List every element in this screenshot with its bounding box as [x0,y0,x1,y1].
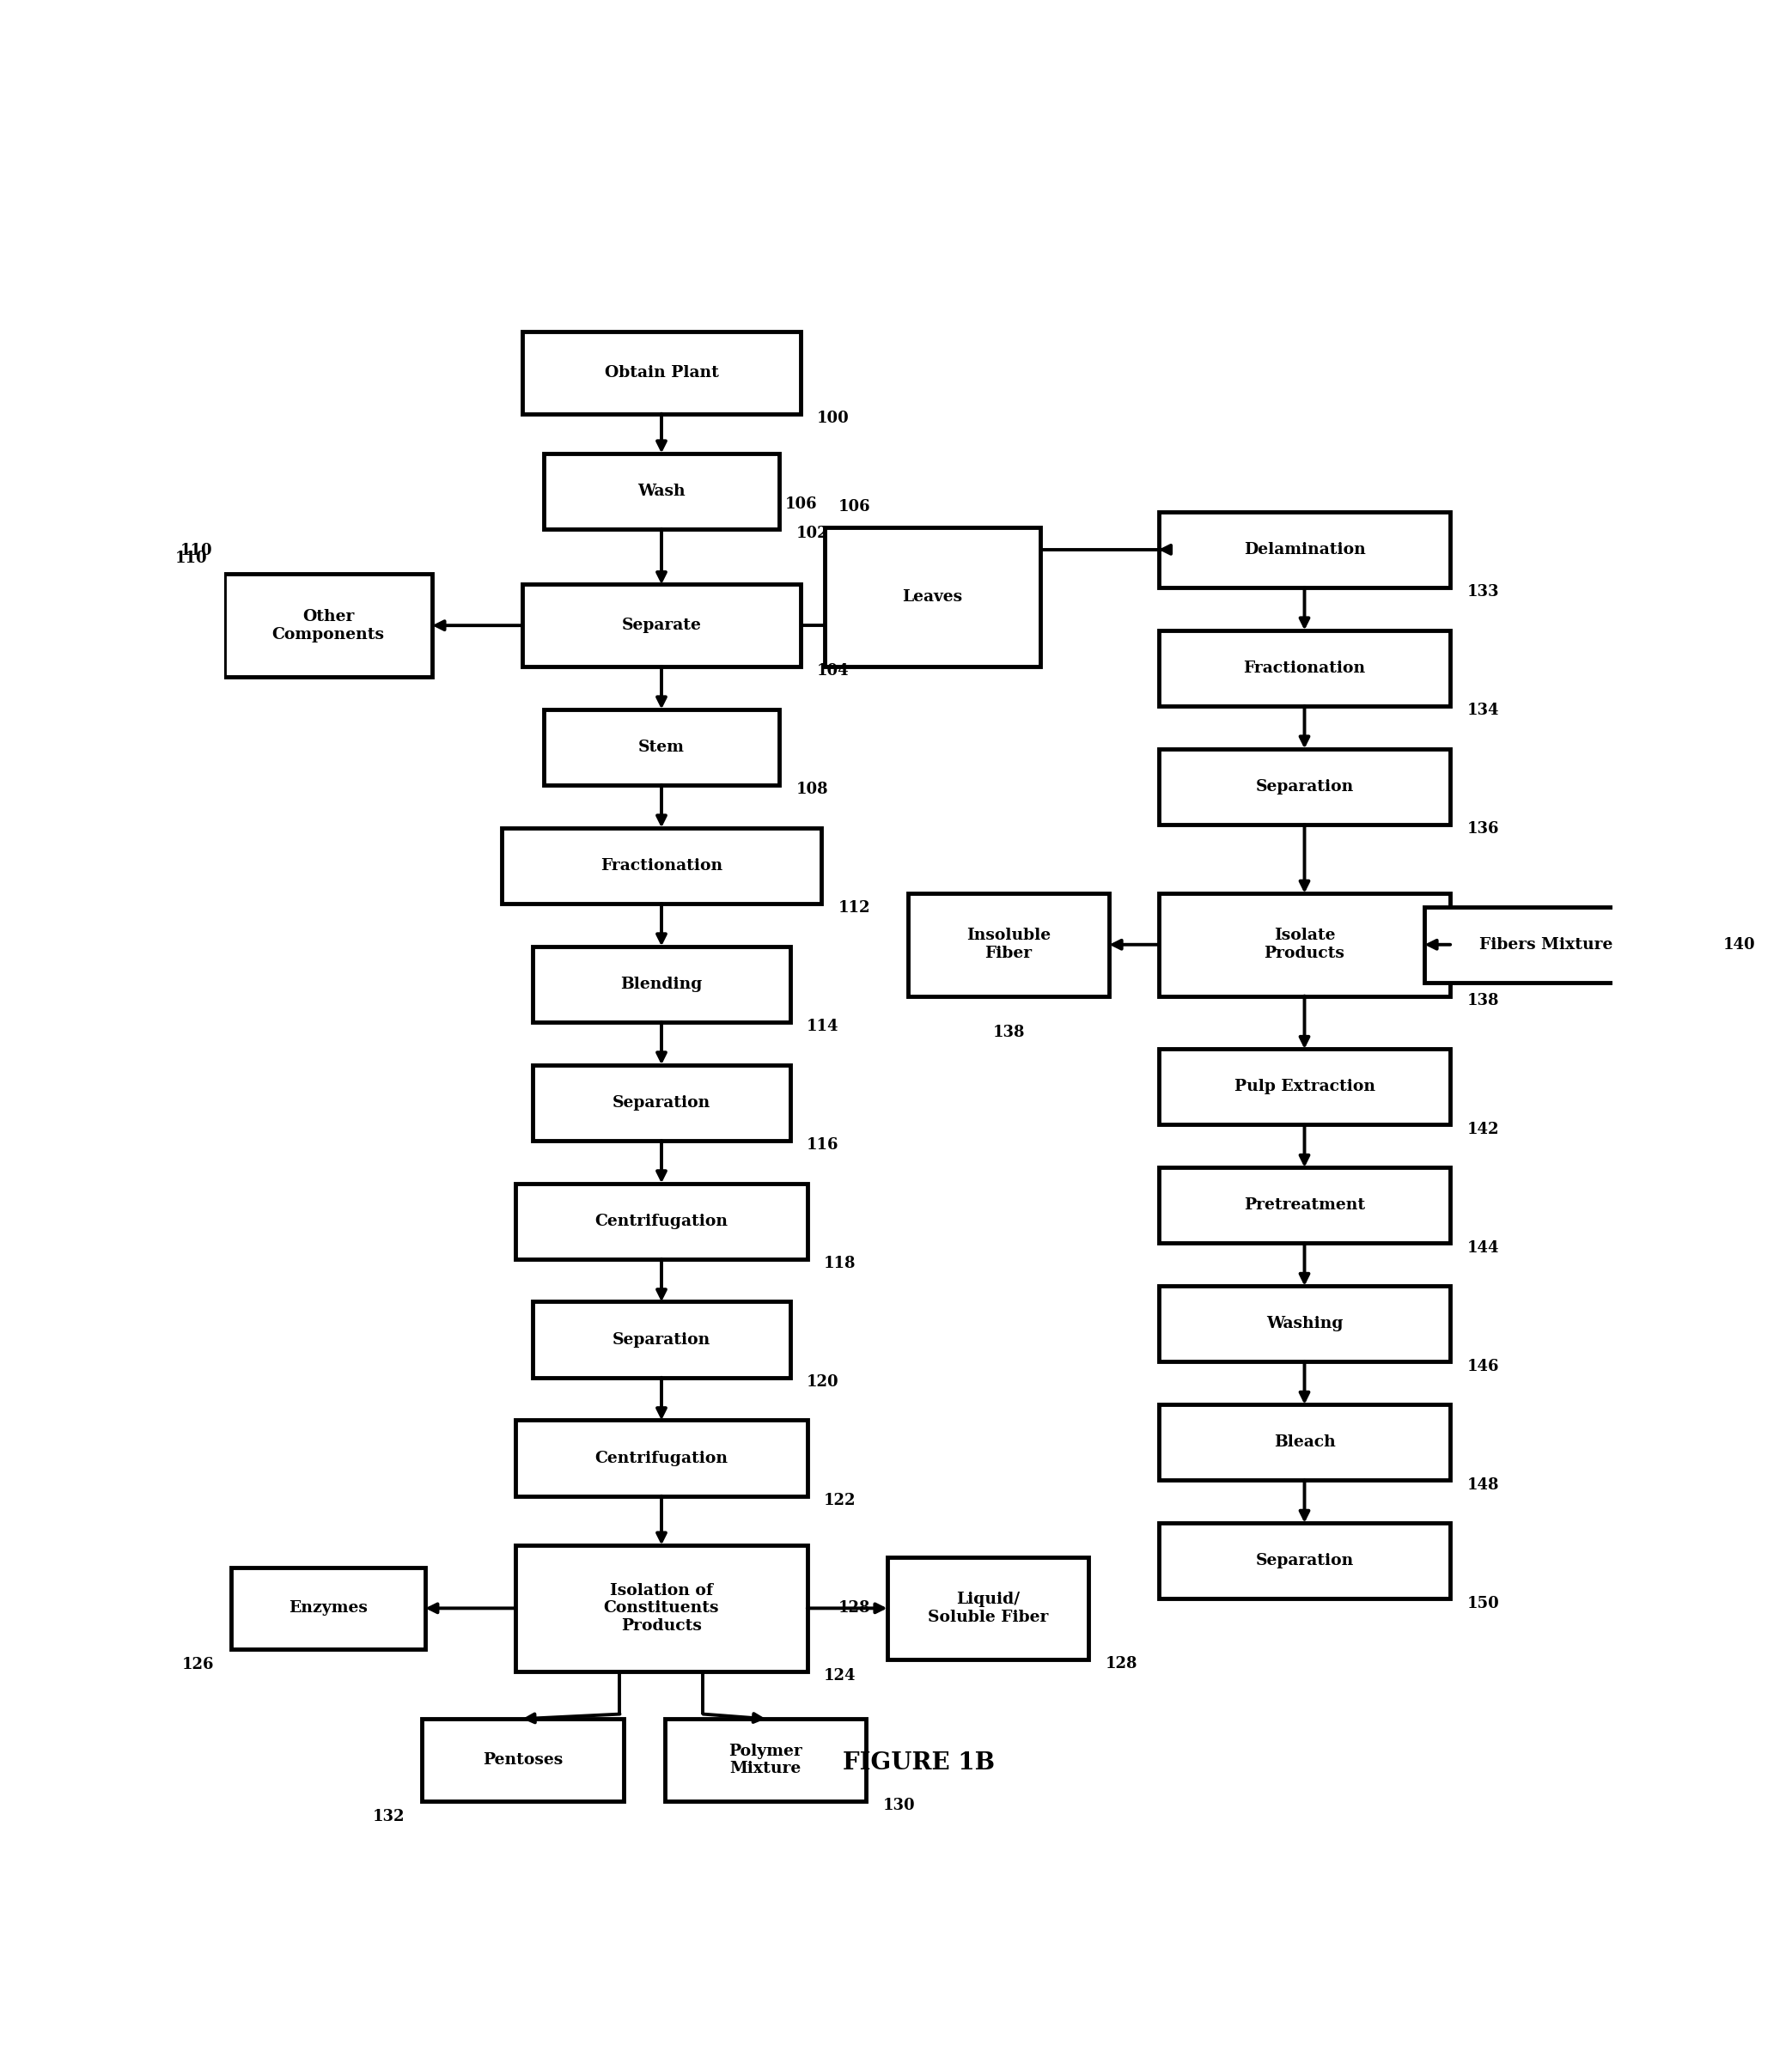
Text: 148: 148 [1468,1477,1500,1492]
Bar [516,1420,806,1496]
Text: 106: 106 [785,497,817,511]
Text: Blending: Blending [620,977,702,991]
Text: Pentoses: Pentoses [482,1752,563,1767]
Text: 104: 104 [817,663,849,679]
Text: Wash: Wash [638,484,685,499]
Bar [523,585,801,667]
Bar [1159,1168,1450,1244]
Text: Separation: Separation [1256,1553,1353,1568]
Text: 126: 126 [183,1658,215,1672]
Bar [1159,749,1450,825]
Text: 120: 120 [806,1375,839,1389]
Bar [1159,511,1450,587]
Text: 132: 132 [373,1810,405,1824]
Text: Separation: Separation [613,1096,711,1110]
Bar [224,575,432,677]
Text: Other
Components: Other Components [272,609,385,642]
Bar [1159,1523,1450,1599]
Bar [231,1568,425,1650]
Text: 124: 124 [824,1668,857,1685]
Text: Isolation of
Constituents
Products: Isolation of Constituents Products [604,1582,719,1633]
Text: 142: 142 [1468,1122,1500,1137]
Bar [1159,1287,1450,1363]
Text: Isolate
Products: Isolate Products [1263,928,1344,960]
Text: 128: 128 [839,1601,871,1617]
Text: Fractionation: Fractionation [1244,661,1366,675]
Text: 110: 110 [176,550,208,566]
Text: 134: 134 [1468,704,1500,718]
Text: 106: 106 [839,499,871,515]
Text: Leaves: Leaves [901,589,962,605]
Text: FIGURE 1B: FIGURE 1B [842,1752,995,1775]
Text: Fibers Mixture: Fibers Mixture [1480,938,1613,952]
Text: 116: 116 [806,1137,839,1153]
Text: 136: 136 [1468,821,1500,837]
Text: 114: 114 [806,1020,839,1034]
Text: Separate: Separate [622,618,701,634]
Text: 108: 108 [796,782,828,798]
Text: 102: 102 [796,525,828,542]
Text: Stem: Stem [638,739,685,755]
Bar [502,827,821,903]
Text: 118: 118 [824,1256,857,1272]
Text: Polymer
Mixture: Polymer Mixture [729,1744,803,1777]
Text: 133: 133 [1468,585,1500,599]
Text: Bleach: Bleach [1274,1434,1335,1451]
Text: Centrifugation: Centrifugation [595,1451,728,1465]
Text: 122: 122 [824,1494,857,1508]
Text: 138: 138 [993,1024,1025,1040]
Bar [1159,893,1450,995]
Bar [824,527,1039,667]
Text: Washing: Washing [1265,1315,1342,1332]
Text: Separation: Separation [1256,780,1353,794]
Text: Separation: Separation [613,1332,711,1348]
Text: 140: 140 [1724,938,1756,952]
Bar [516,1545,806,1672]
Text: 112: 112 [839,901,871,915]
Text: Pulp Extraction: Pulp Extraction [1235,1079,1374,1094]
Bar [421,1720,624,1802]
Bar [665,1720,866,1802]
Text: 100: 100 [817,410,849,427]
Text: 110: 110 [181,544,213,558]
Bar [532,1065,790,1141]
Text: Centrifugation: Centrifugation [595,1213,728,1229]
Bar [543,710,780,786]
Text: 146: 146 [1468,1358,1500,1375]
Bar [523,332,801,415]
Text: Fractionation: Fractionation [600,858,722,874]
Text: Obtain Plant: Obtain Plant [604,365,719,380]
Bar [1159,1049,1450,1124]
Text: 130: 130 [883,1798,916,1814]
Text: Enzymes: Enzymes [289,1601,367,1617]
Text: 144: 144 [1468,1239,1500,1256]
Bar [516,1184,806,1260]
Text: Pretreatment: Pretreatment [1244,1198,1366,1213]
Text: Delamination: Delamination [1244,542,1366,558]
Text: Liquid/
Soluble Fiber: Liquid/ Soluble Fiber [928,1592,1048,1625]
Bar [1159,1404,1450,1479]
Text: 150: 150 [1468,1596,1500,1611]
Text: Insoluble
Fiber: Insoluble Fiber [966,928,1050,960]
Bar [532,946,790,1022]
Bar [1159,630,1450,706]
Text: 128: 128 [1106,1656,1138,1672]
Bar [887,1557,1088,1660]
Bar [543,453,780,529]
Bar [532,1301,790,1377]
Bar [1425,907,1668,983]
Text: 138: 138 [1468,993,1500,1008]
Bar [909,893,1109,995]
